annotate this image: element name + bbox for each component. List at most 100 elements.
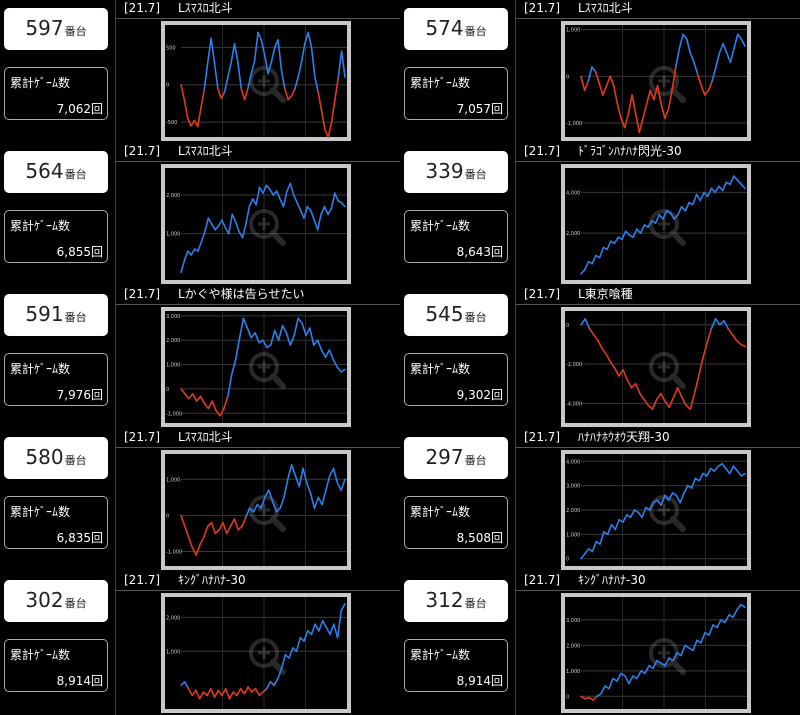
- machine-name[interactable]: ｷﾝｸﾞﾊﾅﾊﾅ-30: [578, 573, 646, 587]
- slump-graph[interactable]: 3,000 2,000 1,000 0 -1,000: [161, 307, 351, 427]
- machine-number-button[interactable]: 597 番台: [4, 8, 108, 50]
- slump-line-segment: [271, 500, 278, 513]
- zoom-icon[interactable]: [249, 209, 286, 246]
- machine-number-button[interactable]: 339 番台: [404, 151, 508, 193]
- slump-line-segment: [597, 339, 603, 350]
- slump-chart[interactable]: 2,000 1,000: [116, 590, 400, 715]
- machine-number-button[interactable]: 580 番台: [4, 437, 108, 479]
- zoom-icon[interactable]: [249, 66, 286, 103]
- slump-graph[interactable]: 1,000 0 -1,000: [161, 450, 351, 570]
- slump-line-segment: [279, 496, 285, 509]
- slump-graph[interactable]: 3,000 2,000 1,000 0: [561, 593, 751, 713]
- slump-line-segment: [273, 329, 280, 342]
- slump-line-segment: [713, 465, 720, 472]
- slump-line-segment: [638, 117, 644, 134]
- slump-line-segment: [260, 496, 266, 509]
- machine-number-button[interactable]: 564 番台: [4, 151, 108, 193]
- slump-line-segment: [246, 327, 253, 339]
- slump-line-segment: [306, 205, 312, 212]
- slump-line-segment: [243, 87, 249, 101]
- machine-name[interactable]: Lｽﾏｽﾛ北斗: [178, 430, 233, 444]
- machine-number-button[interactable]: 312 番台: [404, 580, 508, 622]
- slump-line-segment: [217, 689, 223, 697]
- machine-header: [21.7] L東京喰種: [516, 286, 800, 305]
- zoom-icon[interactable]: [649, 209, 686, 246]
- y-tick-label: 2,000: [166, 338, 180, 344]
- slump-line-segment: [641, 506, 647, 519]
- slump-graph[interactable]: 1,000 0 -1,000: [561, 21, 751, 141]
- machine-name[interactable]: Lかぐや様は告らせたい: [178, 287, 305, 301]
- slump-line-segment: [580, 75, 586, 92]
- slump-line-segment: [228, 213, 234, 235]
- slump-line-segment: [324, 128, 330, 138]
- games-count-box: 累計ｹﾞｰﾑ数 8,643回: [404, 210, 508, 263]
- slump-line-segment: [594, 70, 601, 85]
- machine-name[interactable]: ﾄﾞﾗｺﾞﾝﾊﾅﾊﾅ閃光-30: [578, 144, 682, 158]
- machine-name[interactable]: L東京喰種: [578, 287, 633, 301]
- machine-name[interactable]: Lｽﾏｽﾛ北斗: [578, 1, 633, 15]
- slump-graph[interactable]: 2,000 1,000: [161, 593, 351, 713]
- slump-line-segment: [255, 186, 261, 206]
- plot-background: [165, 25, 347, 137]
- slump-line-segment: [279, 198, 285, 208]
- zoom-icon[interactable]: [649, 352, 686, 389]
- slump-chart[interactable]: 4,000 2,000: [516, 161, 800, 286]
- games-count-box: 累計ｹﾞｰﾑ数 7,976回: [4, 353, 108, 406]
- slump-graph[interactable]: 500 0 -500: [161, 21, 351, 141]
- slump-chart[interactable]: 0 -2,000 -4,000: [516, 304, 800, 429]
- machine-number-button[interactable]: 297 番台: [404, 437, 508, 479]
- slump-graph[interactable]: 2,000 1,000: [161, 164, 351, 284]
- slump-line-segment: [203, 525, 209, 538]
- machine-unit-label: 番台: [64, 597, 87, 610]
- machine-cell: 545 番台 累計ｹﾞｰﾑ数 9,302回 [21.7] L東京喰種 0 -2,000 -4,0…: [400, 286, 800, 429]
- plot-background: [165, 168, 347, 280]
- slump-line-segment: [203, 402, 210, 410]
- machine-name[interactable]: Lｽﾏｽﾛ北斗: [178, 144, 233, 158]
- machine-cell: 302 番台 累計ｹﾞｰﾑ数 8,914回 [21.7] ｷﾝｸﾞﾊﾅﾊﾅ-30 2,000…: [0, 572, 400, 715]
- slump-line-segment: [660, 392, 666, 403]
- machine-number-button[interactable]: 591 番台: [4, 294, 108, 336]
- zoom-icon[interactable]: [249, 638, 286, 675]
- machine-header: [21.7] Lかぐや様は告らせたい: [116, 286, 400, 305]
- slump-line-segment: [316, 339, 323, 351]
- divider: [115, 0, 116, 143]
- y-tick-label: -4,000: [566, 401, 582, 407]
- zoom-icon[interactable]: [649, 66, 686, 103]
- divider: [115, 429, 116, 572]
- slump-graph[interactable]: 4,000 3,000 2,000 1,000 0: [561, 450, 751, 570]
- slump-line-segment: [613, 236, 620, 245]
- machine-name[interactable]: ｷﾝｸﾞﾊﾅﾊﾅ-30: [178, 573, 246, 587]
- slump-line-segment: [224, 687, 231, 700]
- slump-line-segment: [265, 184, 271, 191]
- slump-chart[interactable]: 3,000 2,000 1,000 0: [516, 590, 800, 715]
- slump-chart[interactable]: 1,000 0 -1,000: [516, 18, 800, 143]
- slump-line-segment: [680, 205, 687, 212]
- slump-chart[interactable]: 1,000 0 -1,000: [116, 447, 400, 572]
- slump-line-segment: [736, 33, 743, 40]
- slump-chart[interactable]: 2,000 1,000: [116, 161, 400, 286]
- slump-line-segment: [253, 31, 259, 62]
- slump-graph[interactable]: 0 -2,000 -4,000: [561, 307, 751, 427]
- zoom-icon[interactable]: [249, 352, 286, 389]
- y-tick-label: -1,000: [566, 121, 582, 127]
- slump-line-segment: [187, 250, 193, 256]
- slump-line-segment: [206, 37, 212, 64]
- y-tick-label: 3,000: [566, 484, 580, 490]
- slump-line-segment: [639, 392, 645, 401]
- machine-name[interactable]: Lｽﾏｽﾛ北斗: [178, 1, 233, 15]
- slump-chart[interactable]: 500 0 -500: [116, 18, 400, 143]
- slump-line-segment: [190, 119, 196, 127]
- slump-chart[interactable]: 4,000 3,000 2,000 1,000 0: [516, 447, 800, 572]
- slump-line-segment: [191, 547, 198, 556]
- machine-number-button[interactable]: 545 番台: [404, 294, 508, 336]
- slump-line-segment: [727, 327, 734, 336]
- slump-line-segment: [262, 339, 268, 349]
- slump-line-segment: [609, 75, 615, 87]
- slump-line-segment: [614, 518, 620, 531]
- machine-name[interactable]: ﾊﾅﾊﾅﾎｳｵｳ天翔-30: [578, 430, 670, 444]
- machine-number-button[interactable]: 302 番台: [4, 580, 108, 622]
- machine-sidebar: 564 番台 累計ｹﾞｰﾑ数 6,855回: [0, 143, 116, 286]
- slump-chart[interactable]: 3,000 2,000 1,000 0 -1,000: [116, 304, 400, 429]
- machine-number-button[interactable]: 574 番台: [404, 8, 508, 50]
- slump-graph[interactable]: 4,000 2,000: [561, 164, 751, 284]
